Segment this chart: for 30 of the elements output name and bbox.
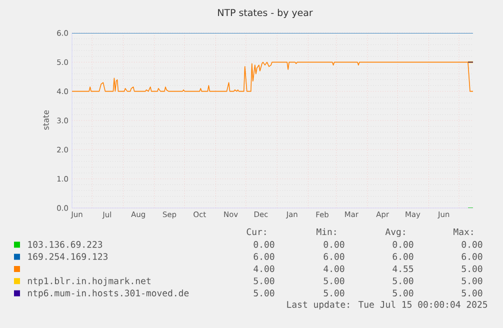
text: 4.00 <box>254 265 274 272</box>
text: 5.00 <box>462 265 482 272</box>
text: Max: <box>454 228 473 236</box>
text: 5.00 <box>324 290 344 296</box>
chart-title: NTP states - by year <box>218 8 313 18</box>
text: 5.00 <box>462 290 482 296</box>
text: 0.00 <box>324 241 344 248</box>
text: Avg: <box>385 228 405 237</box>
text: 5.00 <box>392 277 414 284</box>
text: 6.00 <box>254 253 274 260</box>
text: 5.00 <box>254 277 274 284</box>
text: Last update: Tue Jul 15 00:00:04 2025 <box>287 300 488 310</box>
text: 5.00 <box>254 290 274 296</box>
text: 4.00 <box>324 265 344 272</box>
text: Min: <box>316 228 336 235</box>
text: 0.00 <box>462 241 482 248</box>
text: 0.00 <box>254 241 274 248</box>
text: Cur: <box>246 228 266 236</box>
text: 5.00 <box>462 277 482 284</box>
text: 0.00 <box>392 241 414 248</box>
text: 6.00 <box>392 253 414 260</box>
text: 6.00 <box>324 253 344 260</box>
legend-label: 103.136.69.223 <box>28 241 102 248</box>
legend-label: 169.254.169.123 <box>28 253 108 260</box>
text: 5.00 <box>324 277 344 284</box>
text: 6.00 <box>462 253 482 260</box>
legend-label: ntp1.blr.in.hojmark.net <box>28 277 150 286</box>
text: 4.55 <box>392 265 414 272</box>
legend-label: ntp6.mum-in.hosts.301-moved.de <box>28 289 189 298</box>
text: 5.00 <box>392 290 414 296</box>
